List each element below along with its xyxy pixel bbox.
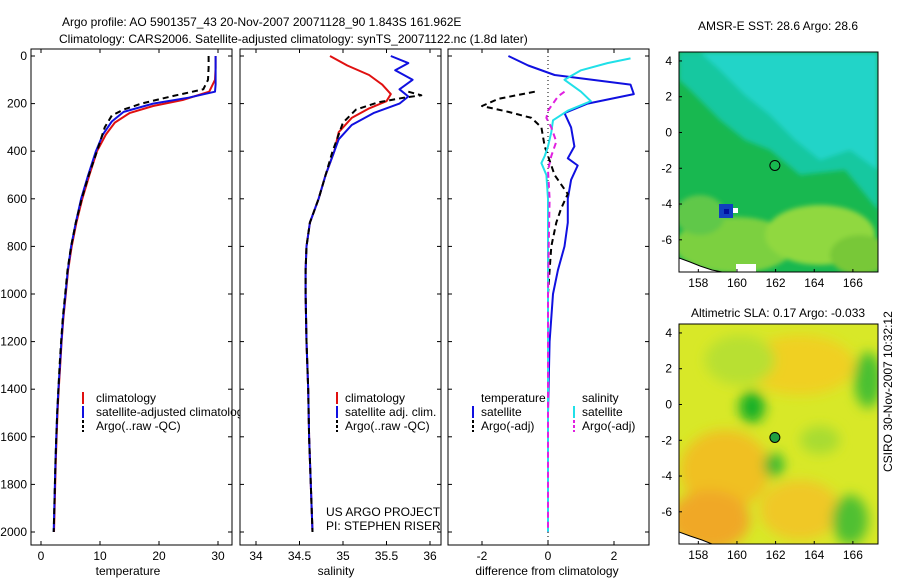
y-tick-label: 4: [665, 54, 672, 68]
sst-map-title: AMSR-E SST: 28.6 Argo: 28.6: [698, 19, 858, 33]
salinity-profile-panel: 34 34.5 35 35.5 36 salinity climatology sate…: [239, 48, 442, 578]
temperature-axes-box: [30, 48, 233, 546]
x-tick-label: 166: [843, 276, 863, 290]
x-tick-label: 164: [804, 548, 824, 562]
temperature-x-label: temperature: [96, 564, 161, 578]
salinity-legend: climatology satellite adj. clim. Argo(..…: [336, 391, 436, 433]
credit-label: US ARGO PROJECT: [326, 505, 441, 519]
x-tick-label: 35.5: [375, 549, 399, 563]
y-tick-label: -2: [661, 161, 672, 175]
temperature-ticks: 0 200 400 600 800 1000 1200 1400 1600 1800 2000 0 10…: [0, 49, 232, 563]
y-tick-label: 800: [7, 239, 27, 253]
sla-map-ticks: 158 160 162 164 166 -6 -4 -2 0 2 4: [661, 326, 863, 562]
y-tick-label: 1800: [0, 477, 27, 491]
difference-x-label: difference from climatology: [475, 564, 618, 578]
difference-legend: temperature salinity satellite Argo(-adj…: [472, 391, 635, 433]
sst-field: [679, 52, 878, 272]
y-tick-label: 0: [20, 49, 27, 63]
y-tick-label: -4: [661, 197, 672, 211]
x-tick-label: 36: [423, 549, 437, 563]
y-tick-label: -2: [661, 433, 672, 447]
x-tick-label: 2: [611, 549, 618, 563]
legend-label-argo: Argo(..raw -QC): [345, 419, 430, 433]
x-tick-label: 30: [211, 549, 225, 563]
sst-map-ticks: 158 160 162 164 166 -6 -4 -2 0 2 4: [661, 54, 863, 290]
salinity-series: [304, 55, 423, 533]
x-tick-label: 160: [727, 276, 747, 290]
legend-label-temp-satellite: satellite: [481, 405, 522, 419]
temperature-legend: climatology satellite-adjusted climatolo…: [82, 391, 243, 433]
legend-label-climatology: climatology: [96, 391, 156, 405]
sst-missing-data: [736, 264, 756, 272]
y-tick-label: 600: [7, 192, 27, 206]
y-tick-label: 1000: [0, 287, 27, 301]
argo-position-marker: [769, 431, 781, 443]
temperature-series: [52, 56, 217, 533]
difference-profile-panel: -2 0 2 difference from climatology tempera…: [447, 48, 650, 578]
legend-header-salinity: salinity: [582, 391, 619, 405]
legend-label-argo: Argo(..raw -QC): [96, 419, 181, 433]
x-tick-label: 0: [545, 549, 552, 563]
x-tick-label: -2: [477, 549, 488, 563]
legend-label-climatology: climatology: [345, 391, 405, 405]
salinity-ticks: 34 34.5 35 35.5 36: [240, 49, 441, 563]
legend-header-temperature: temperature: [481, 391, 546, 405]
difference-series: [481, 55, 635, 532]
y-tick-label: 4: [665, 326, 672, 340]
y-tick-label: 2: [665, 90, 672, 104]
y-tick-label: -6: [661, 505, 672, 519]
x-tick-label: 162: [766, 548, 786, 562]
sla-map-panel: Altimetric SLA: 0.17 Argo: -0.033 158 160…: [661, 306, 879, 562]
x-tick-label: 20: [152, 549, 166, 563]
difference-ticks: -2 0 2: [448, 49, 649, 563]
series-line-argo-raw-qc: [304, 90, 423, 533]
x-tick-label: 160: [727, 548, 747, 562]
y-tick-label: 400: [7, 144, 27, 158]
x-tick-label: 164: [804, 276, 824, 290]
legend-label-satellite: satellite-adjusted climatolog: [96, 405, 243, 419]
y-tick-label: 200: [7, 97, 27, 111]
figure-subtitle: Climatology: CARS2006. Satellite-adjuste…: [59, 32, 528, 46]
coastline: [679, 531, 713, 544]
series-line-temperature-satellite: [507, 55, 635, 532]
legend-label-temp-argo: Argo(-adj): [481, 419, 534, 433]
x-tick-label: 34: [249, 549, 263, 563]
x-tick-label: 166: [843, 548, 863, 562]
x-tick-label: 35: [336, 549, 350, 563]
temperature-profile-panel: 0 200 400 600 800 1000 1200 1400 1600 1800 2000 0 10…: [0, 48, 243, 578]
legend-label-sal-argo: Argo(-adj): [582, 419, 635, 433]
x-tick-label: 162: [766, 276, 786, 290]
pi-label: PI: STEPHEN RISER: [326, 519, 441, 533]
series-line-argo-raw-qc: [52, 56, 210, 533]
legend-label-satellite: satellite adj. clim.: [345, 405, 436, 419]
y-tick-label: 1400: [0, 382, 27, 396]
y-tick-label: 0: [665, 397, 672, 411]
coastline: [679, 257, 723, 272]
y-tick-label: -4: [661, 469, 672, 483]
sst-map-frame: [678, 51, 879, 273]
salinity-axes-box: [239, 48, 442, 546]
sla-map-title: Altimetric SLA: 0.17 Argo: -0.033: [691, 306, 865, 320]
x-tick-label: 158: [688, 276, 708, 290]
salinity-x-label: salinity: [318, 564, 355, 578]
timestamp-stamp: CSIRO 30-Nov-2007 10:32:12: [881, 311, 895, 472]
x-tick-label: 10: [93, 549, 107, 563]
sla-map-frame: [678, 323, 879, 545]
legend-label-sal-satellite: satellite: [582, 405, 623, 419]
figure-title: Argo profile: AO 5901357_43 20-Nov-2007 …: [62, 15, 461, 29]
y-tick-label: -6: [661, 233, 672, 247]
series-line-salinity-argo-adj: [545, 90, 566, 532]
x-tick-label: 0: [38, 549, 45, 563]
x-tick-label: 158: [688, 548, 708, 562]
y-tick-label: 1600: [0, 430, 27, 444]
y-tick-label: 0: [665, 125, 672, 139]
y-tick-label: 1200: [0, 335, 27, 349]
y-tick-label: 2000: [0, 525, 27, 539]
y-tick-label: 2: [665, 362, 672, 376]
sst-map-panel: AMSR-E SST: 28.6 Argo: 28.6 158 160 162 164…: [661, 19, 879, 290]
x-tick-label: 34.5: [288, 549, 312, 563]
argo-position-marker: [769, 159, 781, 171]
